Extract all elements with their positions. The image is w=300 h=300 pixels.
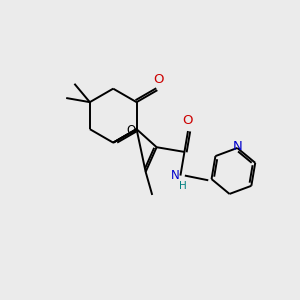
Text: O: O [153, 74, 164, 86]
Text: N: N [233, 140, 243, 153]
Text: O: O [183, 114, 193, 127]
Text: O: O [127, 124, 136, 137]
Text: N: N [170, 169, 179, 182]
Text: H: H [179, 181, 187, 191]
